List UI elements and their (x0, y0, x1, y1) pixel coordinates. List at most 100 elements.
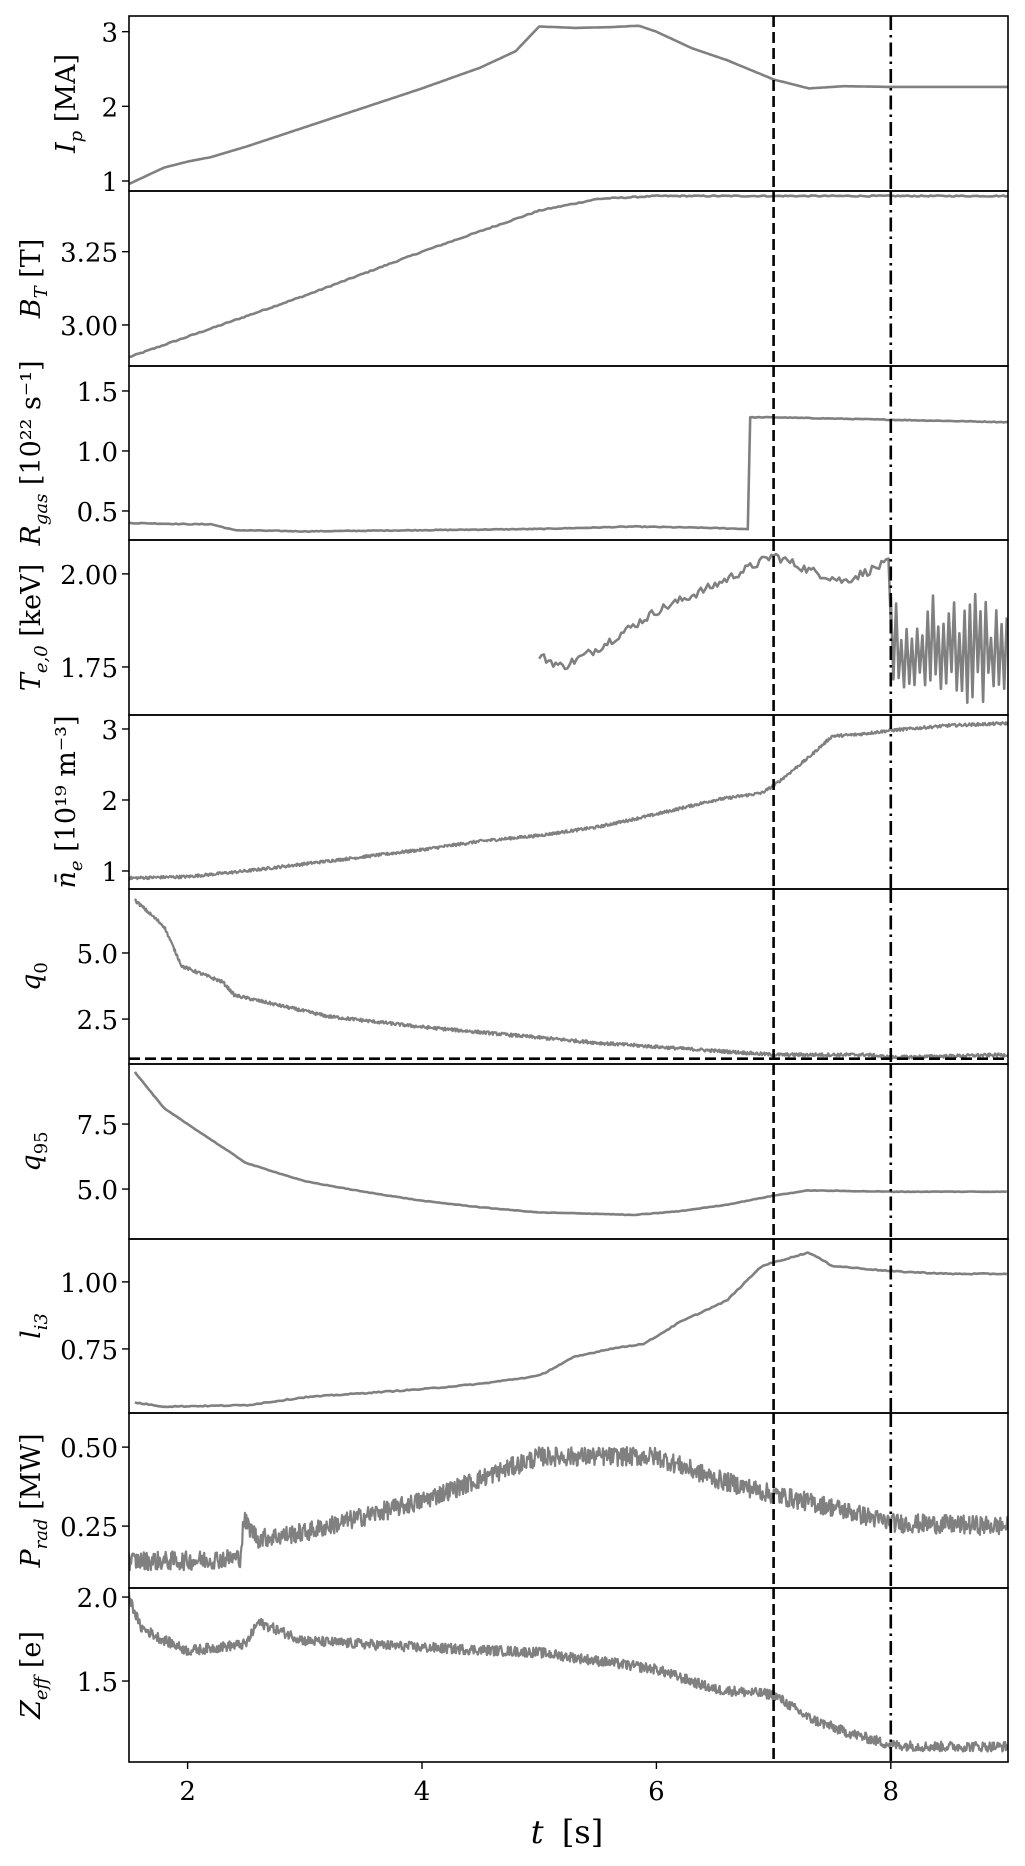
panel-frame (128, 539, 1009, 716)
series-line (129, 1446, 1008, 1572)
y-tick-label: 1.0 (77, 438, 118, 468)
panel-frame (128, 714, 1009, 890)
y-label-symbol: I (51, 141, 82, 154)
panel-2: 3.00 3.25 BT [T] (16, 190, 1009, 367)
y-tick-label: 3 (101, 716, 118, 746)
y-axis-label: Te,0 [keV] (16, 564, 52, 691)
y-tick-label: 0.25 (60, 1513, 118, 1543)
y-tick-label: 1.5 (77, 378, 118, 408)
y-tick-label: 2.0 (77, 1584, 118, 1614)
y-tick-label: 3 (101, 19, 118, 49)
y-axis-label: q0 (16, 962, 52, 991)
series-line (129, 1592, 1008, 1753)
y-tick-label: 2.00 (60, 561, 118, 591)
y-label-subscript: eff (31, 1673, 52, 1700)
series-line (129, 24, 1008, 186)
y-axis-label: q95 (16, 1131, 52, 1171)
y-label-subscript: e,0 (31, 645, 52, 673)
y-label-symbol: n̄ (51, 871, 82, 888)
y-axis-label: n̄e [10¹⁹ m⁻³] (51, 716, 87, 889)
y-tick-label: 1.75 (60, 654, 118, 684)
y-label-unit: [e] (16, 1631, 47, 1677)
y-label-subscript: gas (31, 494, 52, 526)
y-tick-label: 0.75 (60, 1336, 118, 1366)
panel-frame (128, 888, 1009, 1065)
y-label-symbol: q (16, 1154, 47, 1171)
panel-5: 1 2 3 n̄e [10¹⁹ m⁻³] (51, 714, 1009, 890)
y-label-symbol: q (16, 974, 47, 991)
y-label-subscript: T (31, 284, 52, 298)
panel-10: 1.5 2.0 Zeff [e] (16, 1584, 1009, 1763)
panel-7: 5.0 7.5 q95 (16, 1063, 1009, 1240)
y-tick-label: 2 (101, 787, 118, 817)
y-tick-label: 2.5 (77, 1006, 118, 1036)
x-tick-label: 2 (179, 1777, 196, 1807)
y-axis-label: Zeff [e] (16, 1631, 52, 1720)
y-tick-label: 1 (101, 858, 118, 888)
series-line (129, 194, 1008, 359)
y-label-subscript: e (66, 860, 87, 871)
x-axis-unit: [s] (562, 1813, 603, 1851)
panel-9: 0.25 0.50 Prad [MW] (16, 1412, 1009, 1589)
x-axis-label: t [s] (531, 1813, 603, 1851)
panel-frame (128, 1238, 1009, 1414)
y-tick-label: 3.00 (60, 312, 118, 342)
y-label-symbol: T (16, 671, 47, 691)
x-axis: 2 4 6 8 (179, 1762, 899, 1807)
y-tick-label: 5.0 (77, 940, 118, 970)
y-label-subscript: 95 (31, 1131, 52, 1154)
panel-3: 0.5 1.0 1.5 Rgas [10²² s⁻¹] (16, 360, 1009, 547)
y-label-symbol: B (16, 298, 47, 319)
y-tick-label: 1.5 (77, 1668, 118, 1698)
x-tick-label: 4 (414, 1777, 431, 1807)
y-tick-label: 3.25 (60, 239, 118, 269)
series-line (129, 721, 1008, 881)
y-label-unit: [10¹⁹ m⁻³] (51, 716, 82, 861)
y-tick-label: 7.5 (77, 1111, 118, 1141)
y-axis-label: BT [T] (16, 239, 52, 320)
x-tick-label: 6 (648, 1777, 665, 1807)
panel-frame (128, 15, 1009, 192)
y-label-unit: [10²² s⁻¹] (16, 360, 47, 493)
y-tick-label: 1.00 (60, 1269, 118, 1299)
y-label-unit: [MW] (16, 1433, 47, 1518)
y-tick-label: 0.50 (60, 1434, 118, 1464)
panel-1: 1 2 3 Ip [MA] (51, 15, 1009, 198)
x-tick-label: 8 (883, 1777, 900, 1807)
series-line (133, 1071, 1007, 1217)
y-tick-label: 0.5 (77, 498, 118, 528)
y-label-symbol: R (16, 525, 47, 546)
panel-4: 1.75 2.00 Te,0 [keV] (16, 539, 1009, 716)
series-line (134, 1251, 1008, 1409)
y-label-unit: [T] (16, 239, 47, 287)
y-label-symbol: l (16, 1330, 47, 1339)
panel-frame (128, 1587, 1009, 1763)
y-label-subscript: p (66, 130, 87, 142)
series-line (133, 898, 1008, 1060)
y-axis-label: li3 (16, 1313, 52, 1339)
panel-8: 0.75 1.00 li3 (16, 1238, 1009, 1414)
y-label-symbol: P (16, 1549, 47, 1569)
panel-frame (128, 190, 1009, 367)
x-axis-variable: t (531, 1813, 544, 1851)
y-axis-label: Prad [MW] (16, 1433, 52, 1568)
series-line (538, 552, 1008, 704)
y-label-subscript: rad (31, 1519, 52, 1550)
y-label-subscript: i3 (31, 1313, 52, 1330)
y-label-unit: [MA] (51, 54, 82, 131)
panel-frame (128, 365, 1009, 541)
y-tick-label: 5.0 (77, 1176, 118, 1206)
panel-6: 2.5 5.0 q0 (16, 888, 1009, 1065)
panel-frame (128, 1412, 1009, 1589)
y-axis-label: Ip [MA] (51, 54, 87, 154)
y-axis-label: Rgas [10²² s⁻¹] (16, 360, 52, 546)
y-tick-label: 2 (101, 93, 118, 123)
y-label-subscript: 0 (31, 962, 52, 973)
y-tick-label: 1 (101, 168, 118, 198)
y-label-unit: [keV] (16, 564, 47, 646)
y-label-symbol: Z (16, 1699, 47, 1720)
series-line (129, 415, 1008, 533)
